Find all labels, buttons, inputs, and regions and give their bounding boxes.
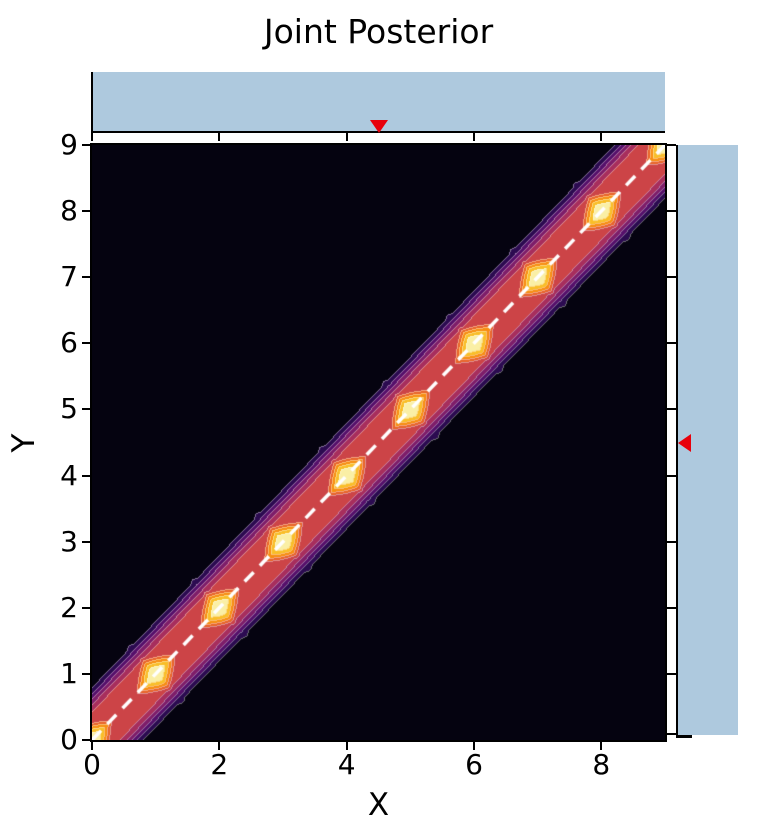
top-marginal-tick-mark [473, 133, 475, 141]
chart-title: Joint Posterior [263, 12, 494, 51]
y-tick-label: 6 [60, 326, 78, 360]
x-tick-label: 2 [210, 748, 229, 781]
y-tick-label: 0 [60, 723, 78, 756]
main-plot-frame [90, 143, 667, 742]
right-marginal-bottom-spine [676, 735, 692, 738]
y-tick-mark [82, 739, 90, 741]
right-marginal-tick-mark [667, 210, 676, 213]
right-marginal-tick-mark [667, 540, 676, 543]
right-marginal-tick-mark [667, 606, 676, 609]
y-tick-mark [82, 342, 90, 345]
y-axis-label: Y [6, 433, 42, 453]
right-marginal-tick-mark [667, 474, 676, 477]
y-tick-mark [82, 408, 90, 411]
y-tick-label: 2 [60, 590, 78, 624]
top-marginal-tick-mark [91, 133, 93, 141]
x-tick-mark [473, 742, 475, 750]
right-marginal-tick-mark [667, 672, 676, 675]
right-marginal-tick-mark [667, 276, 676, 279]
right-marginal-tick-mark [667, 342, 676, 345]
x-tick-label: 8 [592, 748, 611, 781]
y-tick-label: 5 [60, 392, 78, 426]
x-tick-mark [218, 742, 221, 750]
y-tick-mark [82, 606, 90, 609]
y-tick-mark [82, 672, 90, 675]
top-marginal-marker-icon [369, 120, 388, 133]
top-marginal-tick-mark [218, 133, 221, 141]
top-marginal-tick-mark [345, 133, 348, 141]
x-tick-label: 4 [337, 748, 356, 781]
right-marginal-tick-mark [667, 733, 676, 735]
right-marginal-tick-mark [667, 408, 676, 411]
x-axis-label: X [367, 787, 390, 823]
right-marginal-marker-icon [678, 433, 691, 452]
y-tick-label: 1 [60, 656, 78, 690]
x-tick-label: 6 [465, 748, 483, 781]
x-tick-mark [91, 742, 93, 750]
x-tick-mark [600, 742, 603, 750]
y-tick-label: 4 [60, 458, 78, 492]
x-tick-label: 0 [83, 748, 101, 781]
y-tick-label: 8 [60, 194, 78, 228]
joint-density-canvas [92, 145, 665, 740]
y-tick-mark [82, 540, 90, 543]
x-tick-mark [345, 742, 348, 750]
y-tick-label: 7 [60, 260, 78, 294]
y-tick-mark [82, 210, 90, 213]
y-tick-label: 9 [60, 128, 78, 161]
top-marginal-tick-mark [600, 133, 603, 141]
y-tick-mark [82, 474, 90, 477]
y-tick-mark [82, 144, 90, 146]
right-marginal-tick-mark [667, 144, 676, 146]
y-tick-label: 3 [60, 524, 78, 558]
y-tick-mark [82, 276, 90, 279]
